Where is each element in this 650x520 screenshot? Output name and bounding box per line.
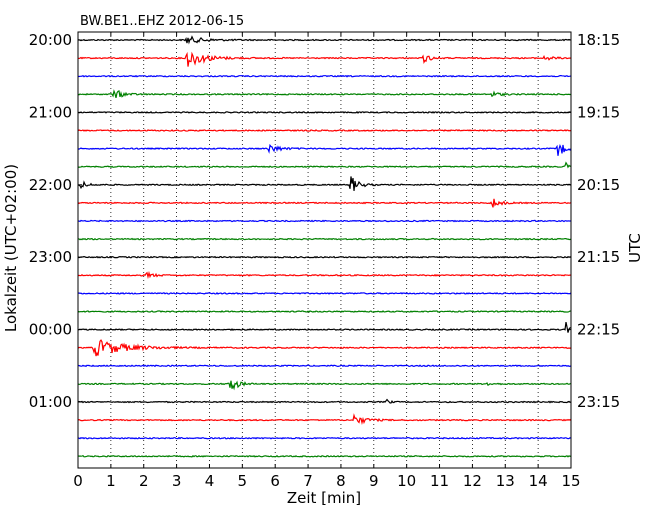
trace-line xyxy=(77,198,572,208)
x-tick-label: 14 xyxy=(529,472,548,490)
trace-line xyxy=(77,364,572,368)
y-tick-label-left: 00:00 xyxy=(29,321,72,339)
trace-line xyxy=(77,413,572,426)
x-tick-label: 10 xyxy=(397,472,416,490)
y-axis-label-left: Lokalzeit (UTC+02:00) xyxy=(2,164,20,332)
x-axis-ticks: 0 1 2 3 4 5 6 7 8 9 10 11 12 13 14 15 xyxy=(73,32,581,490)
y-tick-label-right: 18:15 xyxy=(577,31,620,49)
trace-line xyxy=(77,74,572,78)
y-tick-label-right: 22:15 xyxy=(577,321,620,339)
x-tick-label: 1 xyxy=(106,472,116,490)
y-tick-label-left: 22:00 xyxy=(29,176,72,194)
x-tick-label: 2 xyxy=(139,472,149,490)
trace-line xyxy=(77,380,572,391)
y-tick-label-right: 23:15 xyxy=(577,393,620,411)
trace-line xyxy=(77,454,572,458)
y-axis-label-right: UTC xyxy=(626,233,644,263)
x-tick-label: 11 xyxy=(430,472,449,490)
seismic-traces xyxy=(77,35,572,458)
x-tick-label: 3 xyxy=(172,472,182,490)
trace-line xyxy=(77,322,572,333)
x-tick-label: 5 xyxy=(238,472,248,490)
x-tick-label: 9 xyxy=(369,472,379,490)
x-tick-label: 12 xyxy=(463,472,482,490)
grid-lines xyxy=(110,32,539,468)
trace-line xyxy=(77,398,572,404)
x-tick-label: 4 xyxy=(205,472,215,490)
trace-line xyxy=(77,89,572,99)
trace-line xyxy=(77,436,572,440)
plot-frame xyxy=(77,31,572,469)
y-axis-ticks: 20:00 18:15 21:00 19:15 22:00 20:15 23:00 21:15… xyxy=(29,31,620,411)
trace-line xyxy=(77,111,572,114)
trace-line xyxy=(77,237,572,241)
y-tick-label-left: 23:00 xyxy=(29,248,72,266)
x-tick-label: 0 xyxy=(73,472,83,490)
trace-line xyxy=(77,176,572,191)
y-tick-label-right: 20:15 xyxy=(577,176,620,194)
trace-line xyxy=(77,51,572,67)
trace-line xyxy=(77,270,572,280)
chart-title: BW.BE1..EHZ 2012-06-15 xyxy=(80,14,244,29)
trace-line xyxy=(77,310,571,313)
x-tick-label: 7 xyxy=(303,472,313,490)
y-tick-label-right: 19:15 xyxy=(577,103,620,121)
trace-line xyxy=(77,35,572,45)
trace-line xyxy=(77,161,572,169)
y-tick-label-left: 01:00 xyxy=(29,393,72,411)
trace-line xyxy=(77,339,572,357)
y-tick-label-left: 21:00 xyxy=(29,103,72,121)
x-tick-label: 6 xyxy=(270,472,280,490)
x-tick-label: 8 xyxy=(336,472,346,490)
y-tick-label-right: 21:15 xyxy=(577,248,620,266)
y-tick-label-left: 20:00 xyxy=(29,31,72,49)
trace-line xyxy=(77,291,572,295)
trace-line xyxy=(77,219,572,223)
x-axis-label: Zeit [min] xyxy=(287,489,361,507)
x-tick-label: 15 xyxy=(561,472,580,490)
x-tick-label: 13 xyxy=(496,472,515,490)
trace-line xyxy=(77,143,572,156)
trace-line xyxy=(77,255,572,259)
trace-line xyxy=(77,129,572,132)
